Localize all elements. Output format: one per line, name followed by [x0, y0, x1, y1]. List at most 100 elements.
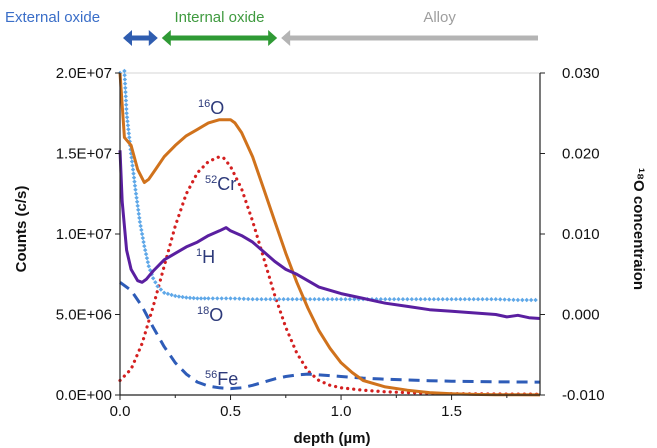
series-marker-18O: [290, 297, 295, 302]
series-label-18O: 18O: [197, 305, 223, 325]
series-marker-18O: [254, 297, 260, 302]
series-marker-18O: [133, 191, 139, 196]
series-marker-18O: [206, 296, 211, 301]
y-right-tick-label: 0.010: [562, 226, 600, 243]
series-marker-18O: [123, 98, 129, 103]
series-marker-18O: [237, 296, 242, 301]
series-marker-18O: [124, 111, 129, 116]
series-marker-18O: [140, 235, 146, 241]
region-arrow: [123, 30, 158, 46]
series-marker-18O: [191, 295, 196, 301]
series-marker-18O: [126, 127, 131, 132]
series-marker-18O: [467, 297, 472, 302]
series-marker-18O: [493, 297, 498, 302]
series-marker-18O: [162, 290, 167, 295]
series-marker-18O: [135, 203, 140, 209]
series-marker-18O: [198, 296, 204, 301]
series-marker-18O: [334, 297, 339, 302]
series-marker-18O: [520, 297, 525, 303]
series-marker-18O: [202, 296, 207, 301]
x-tick-label: 1.0: [331, 403, 352, 420]
series-marker-18O: [378, 297, 384, 302]
series-marker-18O: [131, 171, 136, 176]
series-marker-18O: [281, 297, 286, 302]
series-marker-18O: [409, 297, 414, 302]
series-marker-18O: [391, 297, 397, 302]
series-label-16O: 16O: [198, 98, 224, 118]
series-line-16O: [118, 72, 541, 397]
series-marker-18O: [506, 297, 512, 302]
series-marker-18O: [241, 296, 246, 302]
series-marker-18O: [307, 297, 313, 302]
series-marker-18O: [133, 187, 138, 192]
series-marker-18O: [126, 131, 132, 136]
series-marker-18O: [129, 155, 134, 160]
series-marker-18O: [124, 115, 130, 120]
series-marker-18O: [184, 295, 189, 300]
series-labels: 16O 52Cr 1H 18O 56Fe: [196, 98, 238, 389]
series-marker-18O: [515, 297, 521, 303]
series-marker-18O: [122, 68, 127, 74]
x-tick-label: 1.5: [441, 403, 462, 420]
series-marker-18O: [489, 297, 494, 302]
series-marker-18O: [528, 297, 534, 303]
series-marker-18O: [127, 135, 132, 140]
series-marker-18O: [246, 296, 251, 302]
series-marker-18O: [215, 296, 220, 301]
series-marker-18O: [431, 297, 437, 302]
series-marker-18O: [122, 81, 128, 86]
series-marker-18O: [155, 284, 160, 289]
series-marker-18O: [146, 264, 151, 269]
y-axis-right-title: ¹⁸O concentraion: [630, 168, 647, 290]
series-marker-18O: [132, 183, 138, 188]
series-marker-18O: [137, 219, 143, 225]
series-marker-18O: [150, 276, 156, 281]
region-label: Alloy: [423, 9, 456, 26]
series-marker-18O: [321, 297, 326, 302]
series-marker-18O: [130, 163, 135, 168]
series-marker-18O: [294, 297, 300, 302]
y-left-tick-label: 1.5E+07: [56, 146, 112, 163]
series-marker-18O: [405, 297, 410, 302]
series-marker-18O: [137, 215, 142, 221]
y-right-tick-label: -0.010: [562, 387, 605, 404]
region-arrow: [281, 30, 538, 46]
series-marker-18O: [272, 297, 277, 302]
series-marker-18O: [387, 297, 392, 302]
series-marker-18O: [250, 297, 255, 302]
region-label: External oxide: [5, 9, 100, 26]
series-marker-18O: [122, 77, 128, 82]
series-marker-18O: [325, 297, 330, 302]
series-marker-18O: [484, 297, 490, 302]
series-marker-18O: [343, 297, 348, 302]
series-marker-18O: [498, 297, 503, 302]
series-label-56Fe: 56Fe: [205, 369, 238, 389]
series-marker-18O: [138, 223, 143, 229]
series-label-52Cr: 52Cr: [205, 174, 236, 194]
series-marker-18O: [347, 297, 353, 302]
series-marker-18O: [142, 243, 147, 249]
series-marker-18O: [122, 73, 127, 78]
series-marker-18O: [139, 227, 144, 233]
series-marker-18O: [533, 297, 538, 303]
axes-layer: 0.0E+00 5.0E+06 1.0E+07 1.5E+07 2.0E+07 -0.01…: [56, 65, 605, 420]
series-marker-18O: [134, 199, 140, 204]
y-left-tick-label: 2.0E+07: [56, 65, 112, 82]
series-marker-18O: [131, 175, 137, 180]
series-marker-18O: [259, 297, 264, 302]
series-marker-18O: [143, 251, 149, 257]
series-marker-18O: [123, 102, 129, 107]
series-marker-18O: [144, 255, 150, 261]
series-line-56Fe: [119, 281, 541, 391]
series-marker-18O: [449, 297, 454, 302]
series-marker-18O: [330, 297, 335, 302]
series-marker-18O: [524, 297, 529, 303]
series-marker-18O: [130, 167, 136, 172]
series-marker-18O: [268, 297, 273, 302]
y-left-tick-label: 5.0E+06: [56, 307, 112, 324]
series-marker-18O: [471, 297, 476, 302]
series-marker-18O: [158, 287, 164, 292]
series-marker-18O: [276, 297, 282, 302]
series-marker-18O: [502, 297, 507, 302]
series-marker-18O: [232, 296, 238, 301]
